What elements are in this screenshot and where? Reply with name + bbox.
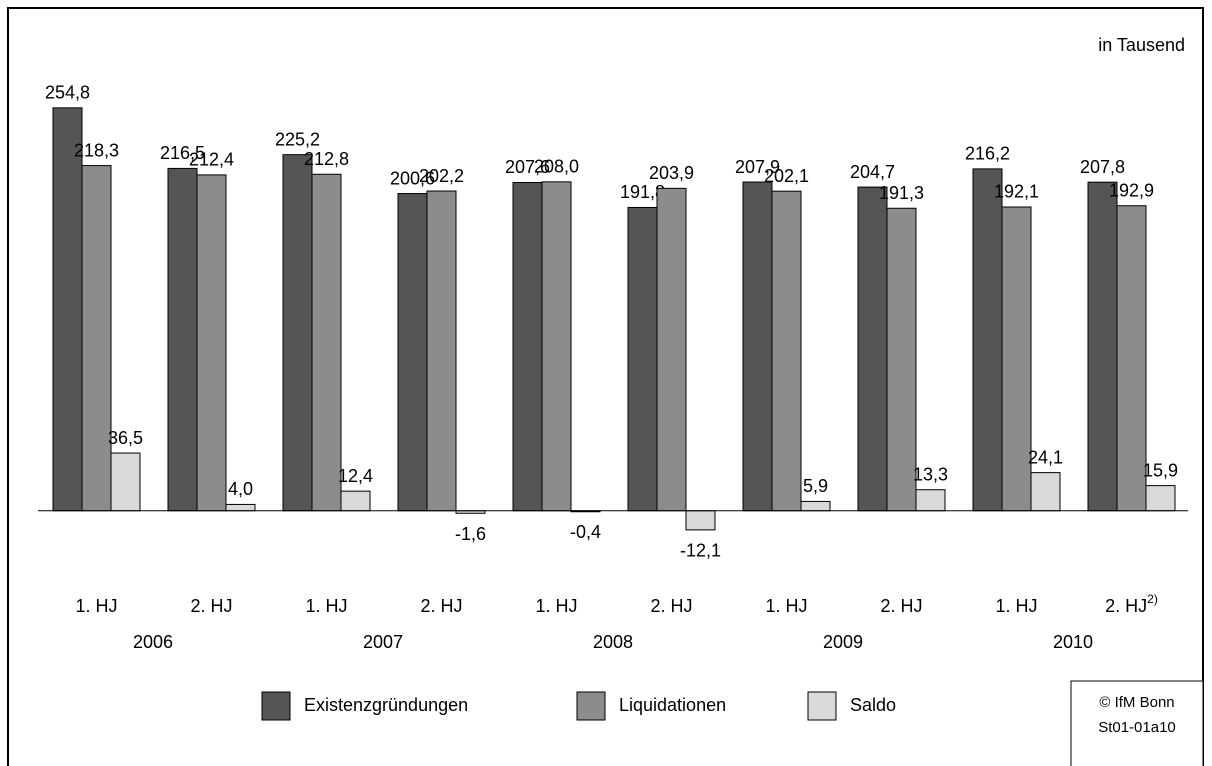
category-text: 1. HJ <box>75 596 117 616</box>
value-label: 202,1 <box>764 166 809 186</box>
category-text: 2. HJ <box>650 596 692 616</box>
x-tick-label: 2. HJ <box>420 596 462 616</box>
value-label: -1,6 <box>455 524 486 544</box>
group-label: 2006 <box>133 632 173 652</box>
legend-label: Saldo <box>850 695 896 715</box>
value-label: 254,8 <box>45 83 90 103</box>
legend-label: Existenzgründungen <box>304 695 468 715</box>
value-label: 15,9 <box>1143 460 1178 480</box>
value-label: 203,9 <box>649 163 694 183</box>
footnote-mark: 2) <box>1147 592 1158 606</box>
value-label: 207,6 <box>505 157 550 177</box>
value-label: 200,6 <box>390 168 435 188</box>
x-tick-label: 1. HJ <box>535 596 577 616</box>
bar <box>685 510 716 531</box>
bar <box>771 190 802 512</box>
category-text: 2. HJ <box>190 596 232 616</box>
bar <box>915 489 946 512</box>
bar <box>1087 181 1118 512</box>
bar <box>282 154 313 512</box>
category-text: 2. HJ <box>880 596 922 616</box>
value-label: 212,8 <box>304 149 349 169</box>
category-text: 1. HJ <box>535 596 577 616</box>
legend-swatch <box>807 691 837 721</box>
value-label: 216,5 <box>160 143 205 163</box>
bar <box>1030 472 1061 512</box>
value-label: 207,9 <box>735 157 780 177</box>
group-label: 2010 <box>1053 632 1093 652</box>
bar <box>1001 206 1032 512</box>
value-label: 24,1 <box>1028 447 1063 467</box>
legend-swatch <box>261 691 291 721</box>
category-text: 1. HJ <box>995 596 1037 616</box>
bar <box>742 181 773 512</box>
source-text: © IfM Bonn <box>1099 694 1174 711</box>
value-label: 5,9 <box>803 476 828 496</box>
group-label: 2008 <box>593 632 633 652</box>
bar <box>340 490 371 512</box>
value-label: 13,3 <box>913 464 948 484</box>
value-label: 207,8 <box>1080 157 1125 177</box>
bar <box>1116 205 1147 512</box>
value-label: 36,5 <box>108 428 143 448</box>
value-label: 191,3 <box>879 183 924 203</box>
bar <box>1145 485 1176 512</box>
bar <box>110 452 141 512</box>
value-label: -0,4 <box>570 522 601 542</box>
bar <box>512 181 543 512</box>
category-text: 2. HJ <box>1105 596 1147 616</box>
bar <box>196 174 227 512</box>
bar <box>311 173 342 512</box>
value-label: 12,4 <box>338 466 373 486</box>
value-label: 212,4 <box>189 150 234 170</box>
x-tick-label: 1. HJ <box>305 596 347 616</box>
value-label: 202,2 <box>419 166 464 186</box>
x-tick-label: 2. HJ2) <box>1105 592 1158 616</box>
x-tick-label: 2. HJ <box>650 596 692 616</box>
bar <box>972 168 1003 512</box>
source-box <box>1070 680 1204 766</box>
bar <box>857 186 888 512</box>
bar <box>886 207 917 512</box>
value-label: 208,0 <box>534 157 579 177</box>
x-tick-label: 1. HJ <box>995 596 1037 616</box>
bar <box>225 503 256 512</box>
bar <box>397 193 428 512</box>
source-text: St01-01a10 <box>1098 719 1176 736</box>
legend-swatch <box>576 691 606 721</box>
bar <box>627 206 658 512</box>
bar <box>52 107 83 512</box>
x-tick-label: 2. HJ <box>190 596 232 616</box>
bar <box>541 181 572 512</box>
value-label: 192,1 <box>994 182 1039 202</box>
legend-label: Liquidationen <box>619 695 726 715</box>
group-label: 2007 <box>363 632 403 652</box>
unit-label: in Tausend <box>1098 35 1185 55</box>
value-label: 4,0 <box>228 479 253 499</box>
x-tick-label: 2. HJ <box>880 596 922 616</box>
category-text: 1. HJ <box>765 596 807 616</box>
category-text: 2. HJ <box>420 596 462 616</box>
category-text: 1. HJ <box>305 596 347 616</box>
x-tick-label: 1. HJ <box>75 596 117 616</box>
value-label: 216,2 <box>965 144 1010 164</box>
value-label: 204,7 <box>850 162 895 182</box>
x-tick-label: 1. HJ <box>765 596 807 616</box>
group-label: 2009 <box>823 632 863 652</box>
bar <box>81 165 112 512</box>
value-label: 191,8 <box>620 182 665 202</box>
bar <box>656 187 687 512</box>
bar <box>426 190 457 512</box>
value-label: 218,3 <box>74 140 119 160</box>
bar <box>167 167 198 512</box>
value-label: 192,9 <box>1109 180 1154 200</box>
value-label: 225,2 <box>275 129 320 149</box>
bar <box>800 500 831 512</box>
value-label: -12,1 <box>680 541 721 561</box>
